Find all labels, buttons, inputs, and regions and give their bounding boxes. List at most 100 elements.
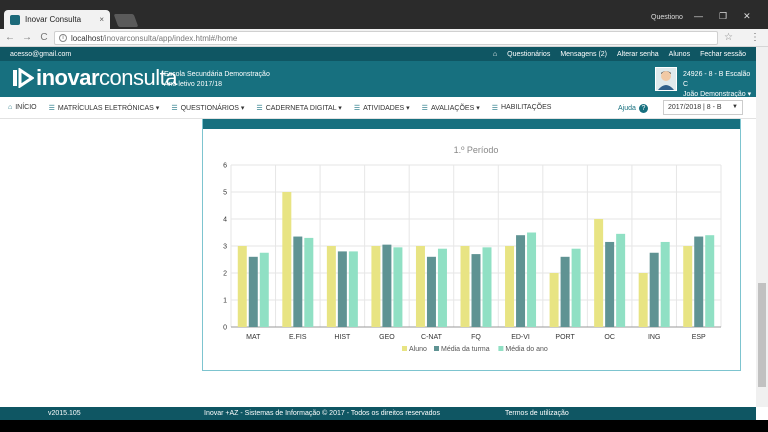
menu-item-habilitacoes[interactable]: ☰ HABILITAÇÕES	[492, 104, 552, 112]
tab-close-icon[interactable]: ×	[99, 15, 104, 24]
bar-port-0	[549, 273, 559, 327]
bar-fq-1	[471, 254, 481, 327]
bar-ing-0	[638, 273, 648, 327]
maximize-icon[interactable]: ❐	[719, 11, 728, 21]
list-icon: ☰	[491, 104, 498, 112]
close-window-icon[interactable]: ✕	[743, 11, 751, 21]
menu-item-questionarios[interactable]: ☰ QUESTIONÁRIOS ▾	[171, 104, 244, 112]
screen-bottom-border	[0, 420, 768, 432]
x-tick-label: ESP	[692, 334, 706, 341]
topbar-link-mensagens[interactable]: Mensagens (2)	[560, 50, 608, 58]
chevron-down-icon: ▼	[732, 104, 738, 110]
menu-label: HABILITAÇÕES	[501, 104, 552, 111]
bar-mat-2	[259, 252, 269, 327]
bar-oc-0	[594, 219, 604, 327]
logo-light: consulta	[99, 65, 177, 90]
legend-swatch	[498, 346, 504, 351]
bar-oc-1	[605, 241, 615, 327]
list-icon: ☰	[171, 104, 178, 112]
terms-link[interactable]: Termos de utilização	[505, 410, 569, 417]
menu-item-atividades[interactable]: ☰ ATIVIDADES ▾	[354, 104, 410, 112]
menu-item-caderneta[interactable]: ☰ CADERNETA DIGITAL ▾	[256, 104, 341, 112]
topbar-link-alunos[interactable]: Alunos	[668, 50, 691, 58]
address-bar[interactable]: i localhost/inovarconsulta/app/index.htm…	[54, 31, 718, 45]
reload-icon[interactable]: C	[40, 32, 48, 43]
logo-bold: inovar	[36, 65, 100, 90]
menu-item-avaliacoes[interactable]: ☰ AVALIAÇÕES ▾	[422, 104, 480, 112]
bar-geo-2	[393, 247, 403, 327]
bar-hist-1	[337, 251, 347, 327]
bar-ed-vi-1	[516, 235, 526, 327]
menu-item-inicio[interactable]: ⌂ INÍCIO	[8, 104, 37, 111]
bar-esp-1	[694, 236, 704, 327]
list-icon: ☰	[48, 104, 55, 112]
bar-hist-2	[348, 251, 358, 327]
bar-fq-2	[482, 247, 492, 327]
bookmark-star-icon[interactable]: ☆	[724, 32, 733, 43]
back-icon[interactable]: ←	[5, 32, 15, 43]
inovar-logo-icon	[13, 68, 34, 88]
window-profile-name: Questiono	[651, 14, 683, 21]
y-tick-label: 6	[223, 163, 227, 170]
y-tick-label: 0	[223, 325, 227, 332]
bar-mat-1	[248, 256, 258, 327]
menu-label: INÍCIO	[15, 104, 37, 111]
menu-item-matriculas[interactable]: ☰ MATRÍCULAS ELETRÓNICAS ▾	[49, 104, 160, 112]
bar-port-1	[560, 256, 570, 327]
site-info-icon[interactable]: i	[59, 34, 67, 42]
help-link[interactable]: Ajuda?	[618, 104, 648, 113]
app-topbar: acesso@gmail.com ⌂ Questionários Mensage…	[0, 47, 756, 61]
legend-swatch	[434, 346, 439, 351]
menu-label: MATRÍCULAS ELETRÓNICAS ▾	[57, 104, 160, 112]
scrollbar-thumb[interactable]	[758, 283, 766, 387]
bar-oc-2	[616, 233, 626, 327]
browser-tab[interactable]: Inovar Consulta ×	[4, 10, 110, 29]
bar-port-2	[571, 248, 581, 327]
minimize-icon[interactable]: —	[694, 11, 703, 21]
user-info[interactable]: 24926 - 8 - B Escalão C João Demonstraçã…	[683, 70, 756, 100]
x-tick-label: MAT	[246, 334, 261, 341]
y-tick-label: 4	[223, 217, 227, 224]
bar-geo-1	[382, 244, 392, 327]
menu-label: ATIVIDADES ▾	[363, 104, 410, 112]
x-tick-label: HIST	[334, 334, 351, 341]
user-email: acesso@gmail.com	[10, 50, 72, 58]
school-year: Ano letivo 2017/18	[164, 81, 222, 88]
copyright-text: Inovar +AZ - Sistemas de Informação © 20…	[204, 410, 440, 417]
app-version: v2015.105	[48, 410, 81, 417]
app-logo[interactable]: inovarconsulta	[36, 66, 177, 90]
school-info: Escola Secundária Demonstração Ano letiv…	[164, 70, 270, 90]
window-controls: — ❐ ✕	[694, 11, 751, 22]
avatar[interactable]	[655, 67, 677, 91]
menu-label: AVALIAÇÕES ▾	[430, 104, 480, 112]
bar-hist-0	[326, 246, 336, 327]
user-name: João Demonstração ▾	[683, 91, 752, 98]
topbar-links: ⌂ Questionários Mensagens (2) Alterar se…	[493, 51, 746, 58]
x-tick-label: FQ	[471, 334, 481, 341]
y-tick-label: 1	[223, 298, 227, 305]
bar-fq-0	[460, 246, 470, 327]
bar-esp-0	[683, 246, 693, 327]
x-tick-label: ED-VI	[511, 334, 530, 341]
list-icon: ☰	[353, 104, 361, 112]
bar-ed-vi-0	[505, 246, 515, 327]
app-footer: v2015.105 Inovar +AZ - Sistemas de Infor…	[0, 407, 756, 420]
panel-header	[203, 119, 740, 129]
year-class-select[interactable]: 2017/2018 | 8 - B ▼	[663, 100, 743, 115]
help-label: Ajuda	[618, 105, 636, 112]
bar-mat-0	[237, 246, 247, 327]
home-icon[interactable]: ⌂	[492, 50, 498, 58]
topbar-link-questionarios[interactable]: Questionários	[507, 50, 551, 58]
x-tick-label: ING	[648, 334, 660, 341]
browser-menu-icon[interactable]: ⋮	[750, 32, 760, 43]
bar-c-nat-0	[415, 246, 425, 327]
x-tick-label: GEO	[379, 334, 395, 341]
topbar-link-alterar-senha[interactable]: Alterar senha	[617, 50, 659, 58]
browser-tabstrip: Inovar Consulta × Questiono — ❐ ✕	[0, 0, 768, 29]
url-host: localhost	[71, 33, 103, 43]
y-tick-label: 2	[223, 271, 227, 278]
topbar-link-fechar-sessao[interactable]: Fechar sessão	[700, 50, 746, 58]
bar-esp-2	[705, 235, 715, 327]
forward-icon[interactable]: →	[22, 32, 32, 43]
new-tab-button[interactable]	[113, 14, 139, 27]
